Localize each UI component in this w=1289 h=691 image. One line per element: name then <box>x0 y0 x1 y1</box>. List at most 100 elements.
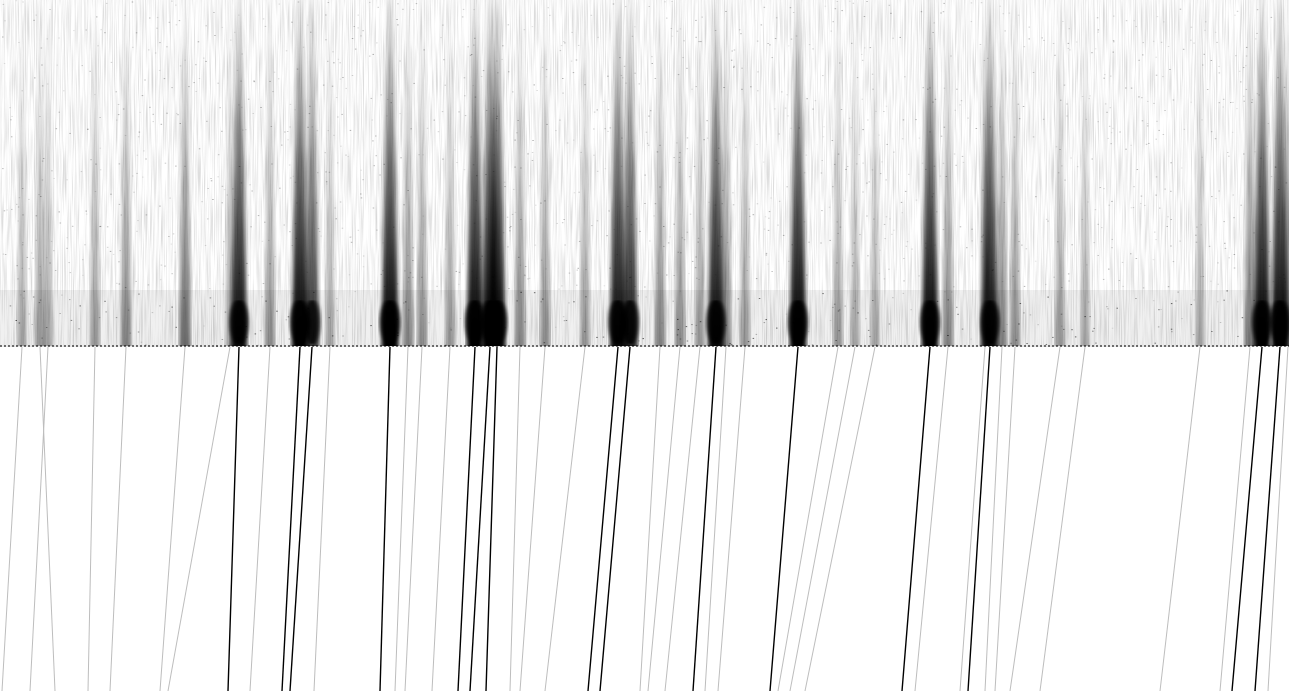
burst-streak <box>402 0 414 346</box>
noise-speck <box>454 149 456 151</box>
noise-speck <box>852 307 855 309</box>
noise-speck <box>878 272 881 274</box>
noise-speck <box>1240 81 1242 83</box>
noise-speck <box>834 8 837 10</box>
noise-speck <box>661 322 663 324</box>
noise-speck <box>474 37 476 39</box>
noise-speck <box>399 113 401 115</box>
noise-speck <box>691 333 693 335</box>
noise-speck <box>145 344 147 346</box>
noise-speck <box>32 296 35 298</box>
noise-speck <box>1228 257 1230 259</box>
noise-speck <box>351 38 354 39</box>
noise-speck <box>175 326 177 328</box>
noise-speck <box>222 283 225 285</box>
noise-speck <box>929 48 931 50</box>
noise-speck <box>562 316 565 318</box>
noise-speck <box>596 336 598 338</box>
noise-speck <box>1224 242 1226 244</box>
noise-speck <box>463 169 466 171</box>
noise-speck <box>485 174 487 175</box>
noise-speck <box>160 264 163 266</box>
noise-speck <box>22 297 25 299</box>
noise-speck <box>524 266 527 267</box>
noise-speck <box>223 189 226 191</box>
noise-speck <box>472 319 475 321</box>
track-line-strong <box>1231 346 1263 691</box>
noise-speck <box>933 165 936 167</box>
noise-speck <box>596 170 599 172</box>
noise-speck <box>1125 148 1127 150</box>
noise-speck <box>1233 254 1236 255</box>
noise-speck <box>412 276 414 278</box>
noise-speck <box>360 197 363 199</box>
noise-speck <box>543 342 546 344</box>
noise-speck <box>1070 157 1072 159</box>
noise-speck <box>1158 309 1160 311</box>
burst-foot <box>980 300 1000 344</box>
noise-speck <box>790 127 792 129</box>
noise-speck <box>179 65 182 67</box>
track-line-strong <box>587 346 619 691</box>
noise-speck <box>1164 188 1166 190</box>
noise-speck <box>520 167 522 169</box>
noise-speck <box>149 17 151 19</box>
noise-speck <box>17 220 19 222</box>
noise-speck <box>943 126 946 128</box>
noise-speck <box>397 24 399 26</box>
burst-streak <box>17 0 27 346</box>
noise-speck <box>763 6 766 8</box>
noise-speck <box>1023 285 1026 287</box>
noise-speck <box>262 18 265 20</box>
noise-speck <box>234 31 236 33</box>
noise-speck <box>1074 336 1077 338</box>
noise-speck <box>961 155 964 157</box>
noise-speck <box>1028 38 1030 40</box>
noise-speck <box>168 21 171 23</box>
noise-speck <box>463 77 466 79</box>
noise-speck <box>1224 247 1227 249</box>
noise-speck <box>49 262 51 264</box>
noise-speck <box>1163 21 1165 23</box>
noise-speck <box>327 60 329 62</box>
noise-speck <box>469 54 472 56</box>
noise-speck <box>116 282 118 284</box>
noise-speck <box>99 117 101 118</box>
noise-speck <box>837 310 840 312</box>
noise-speck <box>17 206 20 208</box>
noise-speck <box>11 115 13 117</box>
noise-speck <box>1071 329 1073 331</box>
noise-speck <box>571 31 573 33</box>
noise-speck <box>221 130 223 132</box>
noise-speck <box>1155 74 1158 76</box>
noise-speck <box>1103 77 1105 79</box>
noise-speck <box>409 272 412 274</box>
noise-speck <box>1055 146 1058 148</box>
noise-speck <box>174 251 176 253</box>
burst-streak <box>996 0 1008 346</box>
noise-speck <box>756 40 759 42</box>
track-line-faint <box>777 346 839 691</box>
noise-speck <box>942 229 945 231</box>
noise-speck <box>1182 48 1185 50</box>
noise-speck <box>317 228 320 230</box>
noise-speck <box>219 107 221 109</box>
noise-speck <box>695 36 697 38</box>
noise-speck <box>390 102 392 104</box>
noise-speck <box>1017 14 1020 16</box>
noise-speck <box>560 45 563 47</box>
noise-speck <box>164 162 167 164</box>
noise-speck <box>22 214 24 216</box>
noise-speck <box>1256 9 1259 11</box>
noise-speck <box>399 60 401 62</box>
noise-speck <box>450 329 452 331</box>
noise-speck <box>545 69 548 71</box>
noise-speck <box>509 227 511 229</box>
noise-speck <box>806 274 808 276</box>
noise-speck <box>63 90 65 92</box>
noise-speck <box>731 50 733 52</box>
noise-speck <box>508 71 510 73</box>
noise-speck <box>850 127 853 129</box>
noise-speck <box>666 17 668 19</box>
noise-speck <box>688 273 690 275</box>
